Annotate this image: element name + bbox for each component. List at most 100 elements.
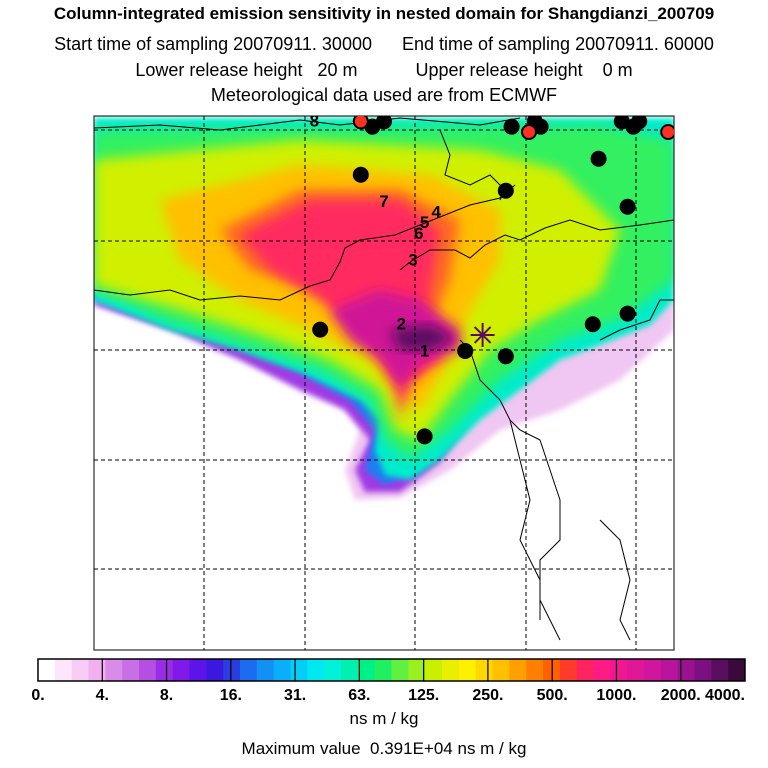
colorbar-swatch: [71, 659, 89, 681]
colorbar-swatch: [240, 659, 258, 681]
colorbar-tick-label: 8.: [160, 687, 173, 704]
colorbar-swatch: [307, 659, 325, 681]
colorbar-swatch: [492, 659, 510, 681]
colorbar-tick-label: 0.: [31, 687, 44, 704]
colorbar-swatch: [509, 659, 527, 681]
colorbar-swatch: [256, 659, 275, 681]
station-marker-red: [521, 124, 537, 141]
sampling-time-line: Start time of sampling 20070911. 30000 En…: [0, 34, 768, 55]
end-time: End time of sampling 20070911. 60000: [402, 34, 714, 55]
colorbar-ticks: 0. 4. 8. 16. 31. 63. 125. 250. 500. 1000. 2000. 400…: [31, 659, 745, 704]
colorbar-swatch: [593, 659, 611, 681]
colorbar-swatch: [122, 659, 140, 681]
colorbar-swatch: [677, 659, 695, 681]
age-class-label: 1: [420, 341, 429, 360]
colorbar-tick-label: 31.: [284, 687, 306, 704]
release-site-marker: [470, 322, 495, 347]
colorbar-tick-label: 500.: [537, 687, 568, 704]
colorbar-tick-label: 4000.: [705, 687, 745, 704]
maximum-value: Maximum value 0.391E+04 ns m / kg: [0, 739, 768, 759]
station-marker: [503, 118, 520, 135]
age-class-label: 2: [397, 315, 406, 334]
colorbar-swatch: [644, 659, 662, 681]
end-time-label: End time of sampling: [401, 34, 571, 54]
station-marker: [497, 348, 514, 365]
colorbar-swatch: [526, 659, 544, 681]
colorbar-swatch: [290, 659, 308, 681]
station-marker: [497, 182, 514, 199]
colorbar-swatch: [458, 659, 477, 681]
station-marker: [457, 342, 474, 359]
colorbar-swatch: [728, 659, 746, 681]
colorbar-swatch: [559, 659, 578, 681]
upper-height: Upper release height 0 m: [416, 60, 633, 81]
colorbar-unit: ns m / kg: [349, 709, 419, 728]
colorbar-swatch: [576, 659, 594, 681]
coastlines: [94, 117, 674, 641]
colorbar-swatch: [38, 659, 56, 681]
colorbar-swatch: [273, 659, 291, 681]
colorbar-swatch: [391, 659, 409, 681]
colorbar-tick-label: 125.: [408, 687, 439, 704]
emission-sensitivity-map: 12 3 456 7 8: [93, 112, 675, 651]
station-marker: [590, 150, 607, 167]
age-class-label: 4: [431, 202, 441, 221]
colorbar-swatch: [660, 659, 679, 681]
colorbar-tick-label: 250.: [472, 687, 503, 704]
met-data-note: Meteorological data used are from ECMWF: [210, 85, 558, 105]
station-marker: [631, 116, 648, 130]
colorbar-frame: [37, 658, 746, 682]
station-marker: [416, 428, 433, 445]
plot-title: Column-integrated emission sensitivity i…: [53, 4, 715, 23]
colorbar-tick-label: 4.: [96, 687, 109, 704]
station-marker: [352, 166, 369, 183]
age-class-label: 3: [408, 251, 417, 270]
start-time-value: 20070911. 30000: [233, 34, 372, 54]
colorbar-swatch: [425, 659, 443, 681]
colorbar-swatch: [610, 659, 628, 681]
start-time-label: Start time of sampling: [54, 34, 229, 54]
colorbar-swatch: [54, 659, 73, 681]
colorbar-swatch: [105, 659, 123, 681]
release-height-line: Lower release height 20 m Upper release h…: [0, 60, 768, 81]
colorbar-swatch: [206, 659, 224, 681]
colorbar-swatch: [155, 659, 174, 681]
lower-height-label: Lower release height: [135, 60, 303, 80]
station-marker: [376, 116, 392, 130]
colorbar-swatch: [711, 659, 729, 681]
upper-height-label: Upper release height: [415, 60, 583, 80]
maximum-value-label: Maximum value: [241, 739, 361, 758]
station-marker-red: [660, 124, 674, 141]
end-time-value: 20070911. 60000: [575, 34, 714, 54]
colorbar-swatches: [37, 658, 746, 682]
station-marker: [584, 316, 601, 333]
age-class-label: 7: [379, 192, 388, 211]
age-class-label: 6: [414, 224, 423, 243]
age-class-label: 8: [310, 112, 319, 131]
lower-height-value: 20 m: [317, 60, 358, 80]
colorbar-swatch: [139, 659, 157, 681]
colorbar-swatch: [341, 659, 359, 681]
station-marker: [312, 321, 329, 338]
colorbar-swatch: [442, 659, 460, 681]
colorbar-swatch: [694, 659, 712, 681]
colorbar-swatch: [627, 659, 645, 681]
colorbar-swatch: [223, 659, 241, 681]
age-class-label: 5: [420, 213, 429, 232]
station-marker-red: [352, 116, 369, 130]
lower-height: Lower release height 20 m: [135, 60, 357, 81]
sensitivity-field: [94, 118, 674, 500]
colorbar-swatch: [475, 659, 493, 681]
colorbar-tick-label: 63.: [348, 687, 370, 704]
colorbar-tick-label: 2000.: [661, 687, 701, 704]
colorbar-swatch: [88, 659, 106, 681]
markers: 12 3 456 7 8: [310, 112, 674, 445]
colorbar-swatch: [408, 659, 426, 681]
colorbar-tick-label: 16.: [220, 687, 242, 704]
colorbar-swatch: [324, 659, 342, 681]
colorbar-swatch: [189, 659, 207, 681]
colorbar-tick-label: 1000.: [596, 687, 636, 704]
station-marker: [619, 198, 636, 215]
lat-lon-grid: [94, 116, 674, 650]
